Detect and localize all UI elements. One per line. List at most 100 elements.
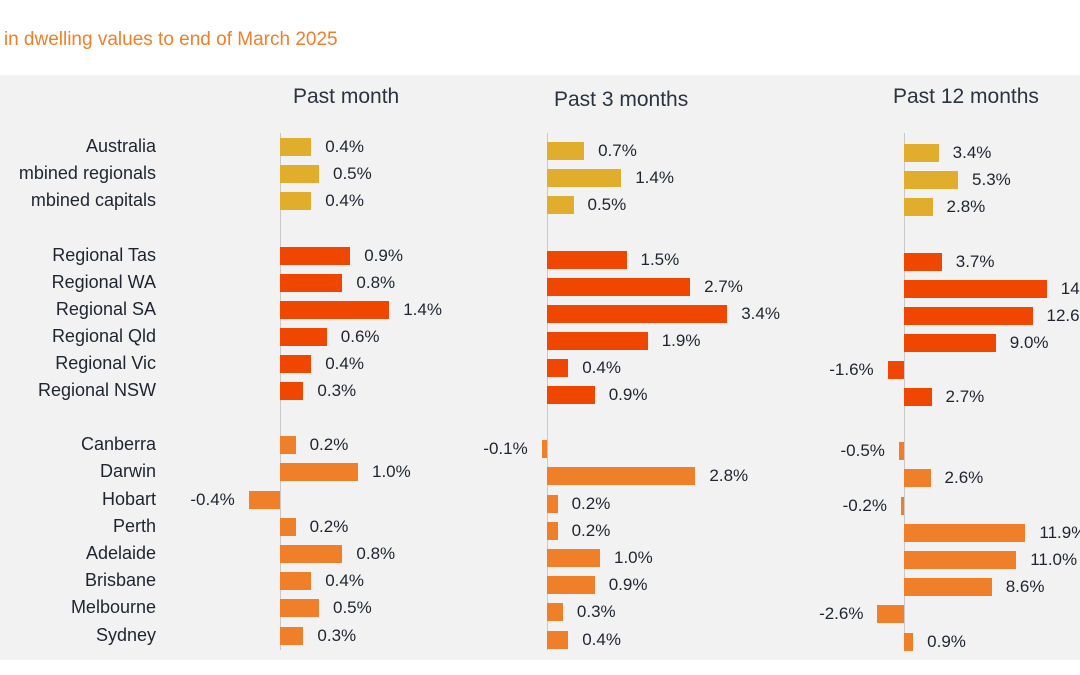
bar [248, 491, 280, 509]
bar [280, 518, 296, 536]
data-label: 2.7% [945, 387, 985, 406]
bar [904, 578, 992, 596]
category-label: Adelaide [85, 543, 156, 563]
category-label: Brisbane [84, 570, 156, 590]
bar [280, 599, 319, 617]
data-label: 0.2% [571, 494, 611, 513]
data-label: 0.3% [576, 602, 616, 621]
data-label: 0.9% [364, 246, 403, 265]
bar [280, 247, 351, 265]
category-label: mbined capitals [30, 190, 156, 210]
data-label: -2.6% [819, 604, 864, 623]
data-label: 8.6% [1005, 577, 1045, 596]
bar [280, 545, 343, 563]
bar [898, 442, 904, 460]
category-label: mbined regionals [18, 163, 156, 183]
category-label: Regional Vic [55, 353, 156, 373]
data-label: -0.4% [190, 490, 235, 509]
category-label: Regional Tas [52, 245, 156, 265]
category-label: Canberra [80, 434, 156, 454]
data-label: 3.7% [955, 252, 995, 271]
data-label: 3.4% [741, 304, 780, 323]
data-label: 0.4% [325, 571, 364, 590]
data-label: 0.4% [325, 137, 364, 156]
data-label: 3.4% [952, 143, 992, 162]
data-label: 12.6 [1046, 306, 1080, 325]
bar [547, 576, 595, 594]
data-label: 0.4% [582, 358, 621, 377]
bar [904, 551, 1017, 569]
data-label: -0.5% [840, 441, 885, 460]
category-label: Australia [85, 136, 156, 156]
panel-title-past-month: Past month [293, 85, 400, 108]
bar [547, 549, 600, 567]
bar [877, 605, 904, 623]
bar [547, 169, 622, 187]
data-label: 2.8% [946, 197, 986, 216]
bar [904, 280, 1047, 298]
category-label: Regional Qld [51, 326, 156, 346]
bar [901, 497, 904, 515]
data-label: -0.2% [842, 496, 887, 515]
data-label: 0.5% [587, 195, 627, 214]
bar [547, 631, 569, 649]
data-label: 0.9% [608, 575, 648, 594]
data-label: 1.0% [614, 548, 653, 567]
data-label: 0.9% [927, 632, 966, 651]
bar [904, 307, 1033, 325]
bar [541, 440, 547, 458]
bar [547, 251, 627, 269]
data-label: 0.3% [317, 381, 357, 400]
bar [280, 355, 312, 373]
data-label: 1.9% [661, 331, 701, 350]
bar [904, 144, 939, 162]
bar [280, 138, 312, 156]
data-label: 2.8% [709, 466, 749, 485]
data-label: 2.7% [704, 277, 743, 296]
data-label: 1.5% [640, 250, 680, 269]
bar [280, 192, 312, 210]
bar [280, 436, 296, 454]
bar [547, 603, 563, 621]
bar [280, 165, 319, 183]
data-label: 0.9% [608, 385, 648, 404]
data-label: -0.1% [483, 439, 528, 458]
data-label: 11.0% [1030, 550, 1078, 569]
panel-title-past-3-months: Past 3 months [554, 88, 689, 111]
bar [280, 463, 358, 481]
bar [280, 301, 390, 319]
bar [904, 388, 932, 406]
data-label: 0.6% [340, 327, 380, 346]
data-label: 0.8% [356, 544, 396, 563]
category-label: Perth [112, 516, 156, 536]
bar [547, 386, 595, 404]
bar [547, 522, 558, 540]
data-label: -1.6% [829, 360, 874, 379]
bar [547, 495, 558, 513]
bar [547, 196, 574, 214]
bar [280, 627, 304, 645]
category-label: Darwin [99, 461, 156, 481]
bar [547, 142, 585, 160]
data-label: 0.2% [309, 517, 349, 536]
data-label: 0.8% [356, 273, 396, 292]
data-label: 1.0% [372, 462, 411, 481]
data-label: 0.2% [309, 435, 349, 454]
data-label: 0.4% [325, 354, 364, 373]
category-label: Melbourne [70, 597, 156, 617]
bar [904, 469, 931, 487]
data-label: 0.7% [598, 141, 637, 160]
bar [904, 198, 933, 216]
data-label: 1.4% [403, 300, 442, 319]
data-label: 14. [1060, 279, 1080, 298]
bar [280, 382, 304, 400]
bar [904, 633, 914, 651]
chart-panel [0, 75, 1080, 660]
category-label: Hobart [101, 489, 156, 509]
bar [547, 278, 691, 296]
bar [547, 305, 728, 323]
data-label: 0.5% [333, 164, 372, 183]
bar [547, 467, 696, 485]
data-label: 0.2% [571, 521, 611, 540]
data-label: 0.3% [317, 626, 357, 645]
